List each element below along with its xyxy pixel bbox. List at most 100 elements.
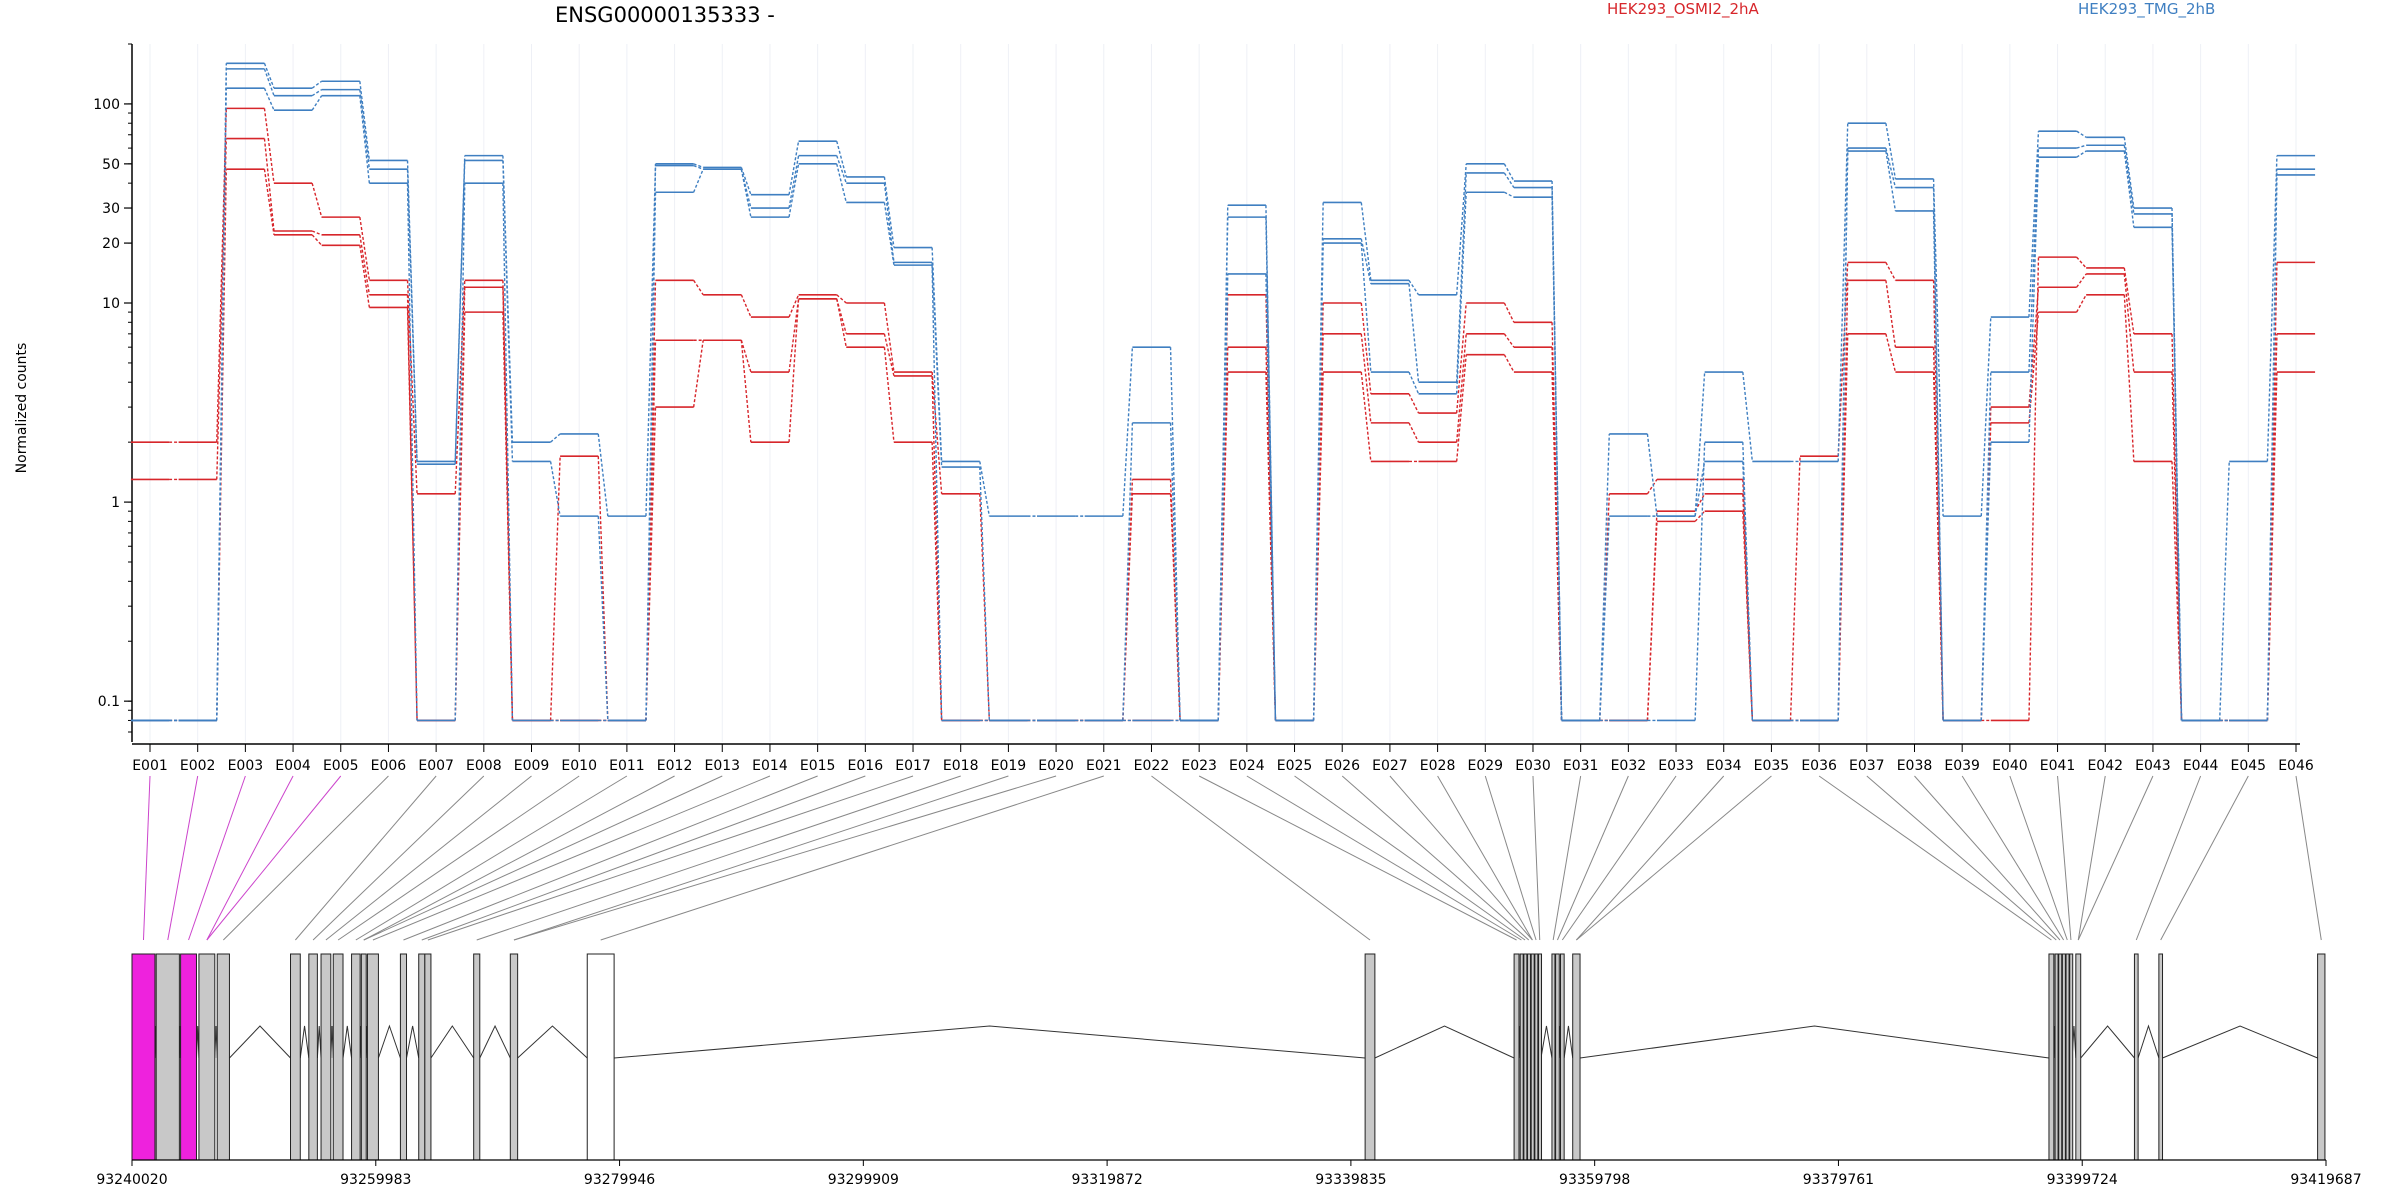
series-connector [550, 433, 561, 443]
series-connector [502, 183, 514, 721]
y-tick-label: 1 [111, 495, 120, 511]
connector-e007 [295, 775, 437, 941]
series-connector [693, 168, 704, 193]
connector-e014 [372, 775, 771, 941]
series-connector [263, 87, 275, 111]
series-connector [263, 138, 275, 232]
exon-block [1513, 953, 1520, 1161]
intron-line [517, 1025, 588, 1059]
plot-gridlines [149, 44, 2297, 742]
x-tick-label: E006 [371, 758, 407, 774]
series-connector [1742, 442, 1754, 721]
connector-e012 [363, 775, 675, 941]
intron-line [316, 1025, 322, 1059]
series-connector [836, 163, 847, 203]
series-connector [1599, 493, 1610, 721]
connector-e039 [1961, 775, 2065, 941]
genomic-coordinate-axis: 93240020 93259983 93279946 93299909 93319872… [96, 1159, 2362, 1188]
x-tick-label: E036 [1801, 758, 1837, 774]
series-connector [1694, 493, 1706, 512]
connector-e019 [513, 775, 1009, 941]
series-connector [788, 298, 800, 443]
series-connector [2123, 150, 2135, 228]
connector-e033 [1561, 775, 1677, 941]
series-connector [359, 89, 371, 170]
exon-block [509, 953, 519, 1161]
series-connector [311, 182, 323, 218]
series-connector [1504, 191, 1515, 198]
connector-e030 [1532, 775, 1541, 941]
x-tick-label: E029 [1467, 758, 1503, 774]
connector-e025 [1294, 775, 1526, 941]
x-tick-label: E035 [1754, 758, 1790, 774]
series-connector [263, 169, 275, 235]
series-connector [454, 280, 466, 494]
intron-line [1374, 1025, 1515, 1059]
exon-block [2058, 953, 2063, 1161]
series-connector [883, 202, 895, 266]
coord-label: 93339835 [1315, 1172, 1386, 1188]
series-connector [1646, 521, 1658, 721]
connector-e036 [1818, 775, 2052, 941]
series-connector [2171, 461, 2183, 721]
connector-e031 [1552, 775, 1582, 941]
series-connector [740, 169, 752, 218]
intron-line [614, 1025, 1366, 1059]
x-tick-label: E001 [132, 758, 168, 774]
series-connector [1885, 262, 1897, 281]
y-tick-label: 10 [102, 296, 120, 312]
series-connector [645, 192, 657, 721]
series-connector [1455, 354, 1467, 462]
series-tmg-3 [130, 62, 2316, 722]
series-connector [2123, 145, 2135, 215]
series-connector [2076, 273, 2087, 288]
exon-block [1572, 953, 1581, 1161]
intron-line [2137, 1024, 2160, 1059]
series-connector [2123, 273, 2135, 373]
series-connector [1455, 163, 1467, 295]
connector-e001 [142, 775, 151, 941]
x-tick-label: E039 [1944, 758, 1980, 774]
connector-e026 [1341, 775, 1530, 941]
x-tick-label: E014 [752, 758, 788, 774]
series-connector [2076, 130, 2087, 138]
series-connector [406, 307, 418, 721]
x-tick-label: E042 [2087, 758, 2123, 774]
series-connector [2266, 174, 2278, 721]
series-connector [1169, 493, 1181, 721]
exon-block [131, 953, 156, 1161]
series-connector [549, 456, 561, 721]
series-connector [406, 183, 418, 721]
connector-e003 [188, 775, 246, 941]
series-connector [2076, 256, 2087, 269]
connector-e010 [337, 775, 580, 941]
series-connector [1265, 217, 1277, 721]
series-connector [2028, 312, 2040, 423]
series-connector [788, 298, 800, 373]
intron-line [2080, 1025, 2135, 1059]
exon-block [1523, 953, 1528, 1161]
x-tick-label: E017 [895, 758, 931, 774]
exon-block [351, 953, 361, 1161]
series-connector [1551, 197, 1563, 721]
x-tick-label: E046 [2278, 758, 2314, 774]
x-tick-label: E037 [1849, 758, 1885, 774]
intron-line [342, 1025, 353, 1059]
exon-block [1364, 953, 1376, 1161]
series-connector [1265, 273, 1277, 721]
coord-label: 93240020 [96, 1172, 167, 1188]
x-tick-label: E027 [1372, 758, 1408, 774]
series-connector [1360, 243, 1372, 373]
series-connector [740, 340, 752, 373]
exon-block [2075, 953, 2082, 1161]
connector-e028 [1437, 775, 1533, 941]
x-tick-label: E005 [323, 758, 359, 774]
x-tick-label: E008 [466, 758, 502, 774]
series-connector [931, 371, 943, 494]
series-connector [502, 312, 514, 721]
exon-block [1551, 953, 1556, 1161]
series-connector [1408, 422, 1420, 443]
intron-line [406, 1025, 420, 1059]
connector-e046 [2295, 775, 2322, 941]
series-connector [311, 230, 322, 236]
